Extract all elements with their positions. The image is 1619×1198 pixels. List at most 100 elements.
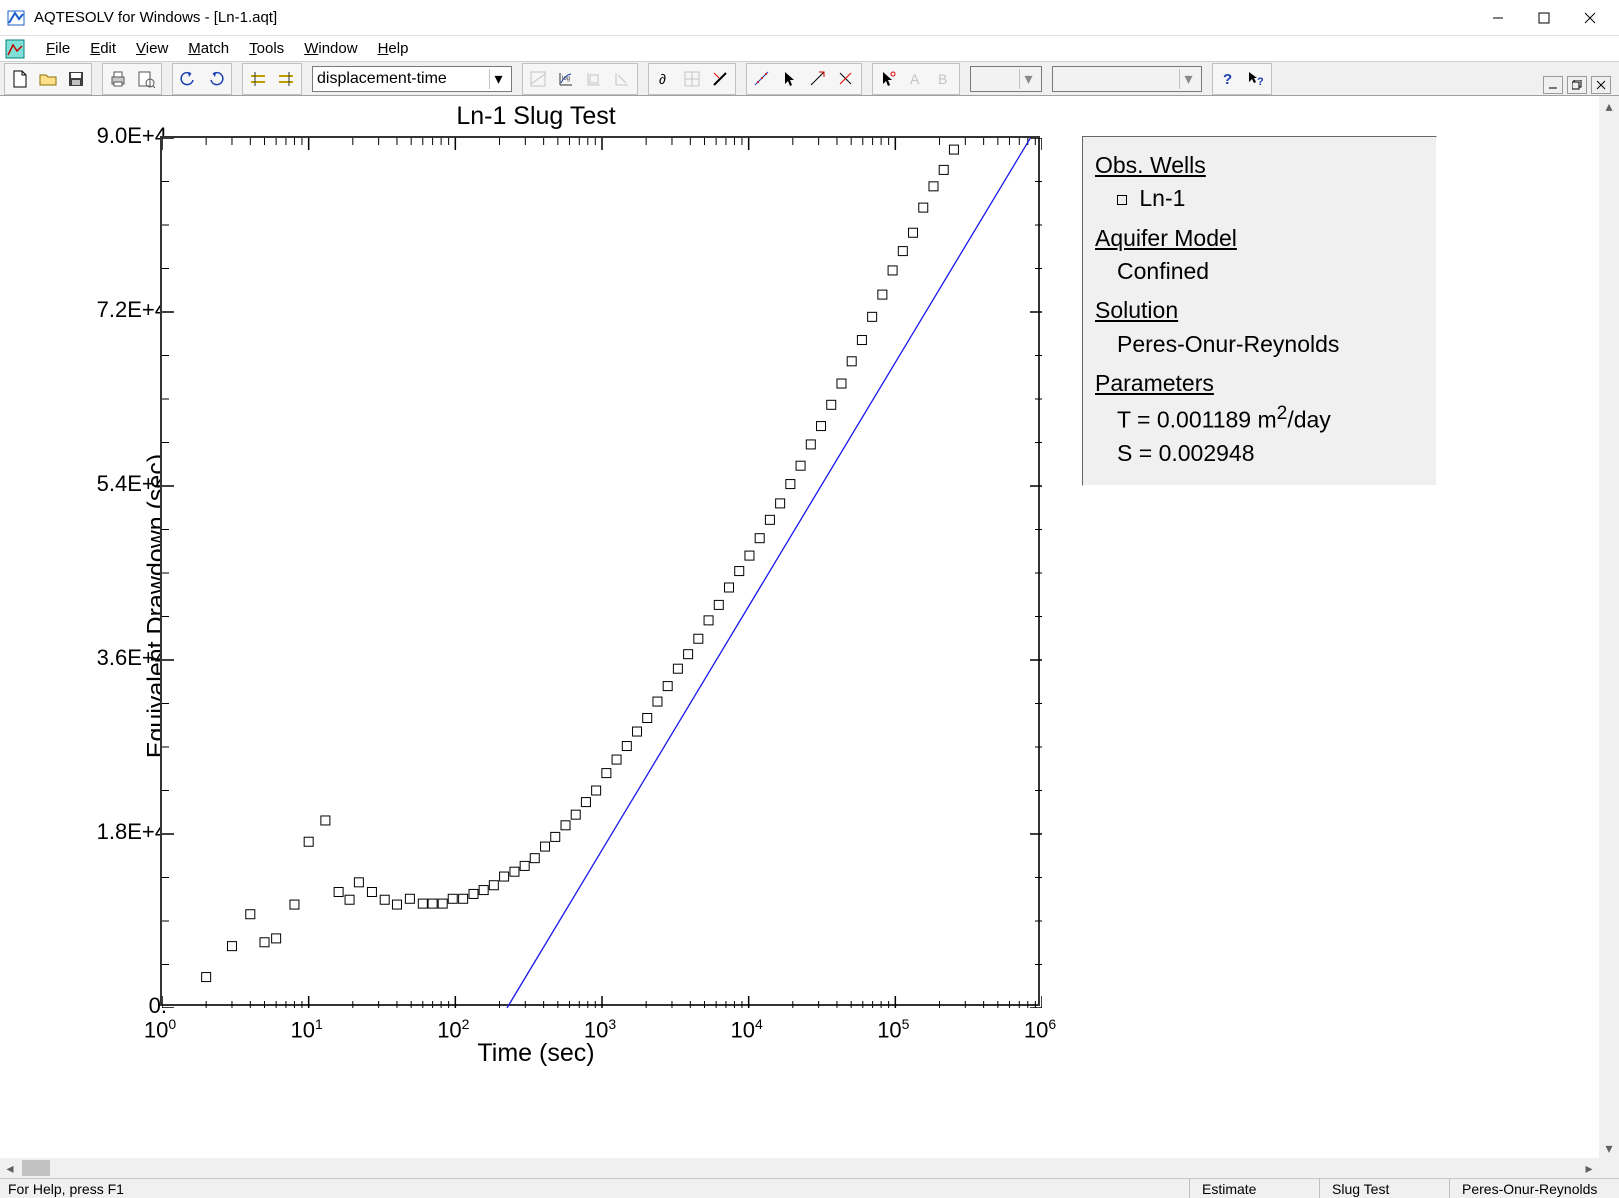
svg-text:log: log	[562, 76, 570, 82]
fit-tool-3-button[interactable]	[832, 65, 860, 93]
aquifer-model-header: Aquifer Model	[1095, 222, 1424, 255]
axes-tool-1-button[interactable]	[524, 65, 552, 93]
print-button[interactable]	[104, 65, 132, 93]
scroll-thumb[interactable]	[22, 1160, 50, 1176]
status-cell-1: Estimate	[1189, 1179, 1319, 1198]
derivative-button[interactable]: ∂	[650, 65, 678, 93]
close-button[interactable]	[1567, 3, 1613, 33]
pointer-tool-button[interactable]	[776, 65, 804, 93]
obs-well-name: Ln-1	[1139, 185, 1185, 211]
title-bar: AQTESOLV for Windows - [Ln-1.aqt]	[0, 0, 1619, 36]
dropdown-caret-icon: ▾	[489, 69, 507, 89]
text-a-button[interactable]: A	[902, 65, 930, 93]
open-file-button[interactable]	[34, 65, 62, 93]
y-tick-label: 3.6E+4	[67, 645, 167, 671]
x-tick-label: 100	[144, 1016, 176, 1043]
doc-icon	[4, 38, 26, 60]
x-tick-label: 104	[731, 1016, 763, 1043]
parameters-header: Parameters	[1095, 367, 1424, 400]
chart-tool-1-button[interactable]	[244, 65, 272, 93]
save-button[interactable]	[62, 65, 90, 93]
obs-wells-header: Obs. Wells	[1095, 149, 1424, 182]
menu-tools[interactable]: Tools	[239, 37, 294, 60]
mdi-restore-button[interactable]	[1567, 76, 1587, 94]
y-tick-label: 9.0E+4	[67, 123, 167, 149]
y-tick-label: 5.4E+4	[67, 471, 167, 497]
grid-button[interactable]	[678, 65, 706, 93]
legend-panel: Obs. Wells Ln-1 Aquifer Model Confined S…	[1082, 136, 1437, 486]
axes-tool-3-button[interactable]	[580, 65, 608, 93]
status-cell-2: Slug Test	[1319, 1179, 1449, 1198]
scroll-left-icon[interactable]: ◂	[0, 1158, 20, 1178]
svg-text:A: A	[910, 71, 920, 87]
redo-button[interactable]	[202, 65, 230, 93]
x-tick-label: 101	[291, 1016, 323, 1043]
menu-help[interactable]: Help	[368, 37, 419, 60]
chart-area: Ln-1 Slug Test Equivalent Drawdown (sec)…	[10, 96, 1062, 1116]
text-b-button[interactable]: B	[930, 65, 958, 93]
svg-text:∂: ∂	[659, 71, 666, 87]
svg-text:?: ?	[1257, 76, 1264, 88]
mdi-close-button[interactable]	[1591, 76, 1611, 94]
context-help-button[interactable]: ?	[1242, 65, 1270, 93]
status-help-text: For Help, press F1	[0, 1181, 1189, 1197]
scrollbar-corner	[1599, 1158, 1619, 1178]
param-t: T = 0.001189 m2/day	[1095, 400, 1424, 437]
scroll-down-icon[interactable]: ▾	[1599, 1138, 1619, 1158]
x-tick-label: 105	[877, 1016, 909, 1043]
fit-tool-1-button[interactable]	[748, 65, 776, 93]
plot-svg	[162, 138, 1042, 1008]
square-marker-icon	[1117, 195, 1127, 205]
chart-tool-2-button[interactable]	[272, 65, 300, 93]
maximize-button[interactable]	[1521, 3, 1567, 33]
horizontal-scrollbar[interactable]: ◂ ▸	[0, 1158, 1599, 1178]
mdi-minimize-button[interactable]	[1543, 76, 1563, 94]
cursor-tool-button[interactable]	[874, 65, 902, 93]
menu-window[interactable]: Window	[294, 37, 367, 60]
menu-edit[interactable]: Edit	[80, 37, 126, 60]
solution-value: Peres-Onur-Reynolds	[1095, 328, 1424, 361]
menu-match[interactable]: Match	[178, 37, 239, 60]
axes-tool-2-button[interactable]: log	[552, 65, 580, 93]
scroll-right-icon[interactable]: ▸	[1579, 1158, 1599, 1178]
axes-tool-4-button[interactable]	[608, 65, 636, 93]
undo-button[interactable]	[174, 65, 202, 93]
help-button[interactable]: ?	[1214, 65, 1242, 93]
new-file-button[interactable]	[6, 65, 34, 93]
x-axis-label: Time (sec)	[10, 1039, 1062, 1068]
obs-well-item: Ln-1	[1095, 182, 1424, 215]
dropdown-caret-icon: ▾	[1019, 69, 1037, 89]
scroll-up-icon[interactable]: ▴	[1599, 96, 1619, 116]
workspace: Ln-1 Slug Test Equivalent Drawdown (sec)…	[0, 96, 1619, 1158]
plot-region[interactable]	[160, 136, 1040, 1006]
disabled-dropdown-2[interactable]: ▾	[1052, 66, 1202, 92]
dropdown-caret-icon: ▾	[1179, 69, 1197, 89]
menu-bar: FileEditViewMatchToolsWindowHelp	[0, 36, 1619, 62]
window-controls	[1475, 3, 1613, 33]
menu-view[interactable]: View	[126, 37, 178, 60]
minimize-button[interactable]	[1475, 3, 1521, 33]
x-tick-label: 102	[437, 1016, 469, 1043]
ruler-button[interactable]	[706, 65, 734, 93]
x-tick-label: 106	[1024, 1016, 1056, 1043]
solution-header: Solution	[1095, 294, 1424, 327]
y-tick-label: 7.2E+4	[67, 297, 167, 323]
svg-text:?: ?	[1223, 71, 1232, 88]
disabled-dropdown-1[interactable]: ▾	[970, 66, 1042, 92]
app-icon	[6, 8, 26, 28]
x-tick-label: 103	[584, 1016, 616, 1043]
svg-text:B: B	[938, 71, 947, 87]
plot-type-dropdown[interactable]: displacement-time ▾	[312, 66, 512, 92]
status-bar: For Help, press F1 Estimate Slug Test Pe…	[0, 1178, 1619, 1198]
fit-tool-2-button[interactable]	[804, 65, 832, 93]
status-cell-3: Peres-Onur-Reynolds	[1449, 1179, 1619, 1198]
mdi-controls	[1543, 76, 1611, 94]
menu-file[interactable]: File	[36, 37, 80, 60]
vertical-scrollbar[interactable]: ▴ ▾	[1599, 96, 1619, 1158]
plot-type-value: displacement-time	[317, 70, 447, 88]
param-s: S = 0.002948	[1095, 437, 1424, 470]
y-tick-label: 1.8E+4	[67, 819, 167, 845]
print-preview-button[interactable]	[132, 65, 160, 93]
window-title: AQTESOLV for Windows - [Ln-1.aqt]	[34, 9, 1475, 26]
toolbar: displacement-time ▾ log ∂ A B ▾ ▾ ? ?	[0, 62, 1619, 96]
